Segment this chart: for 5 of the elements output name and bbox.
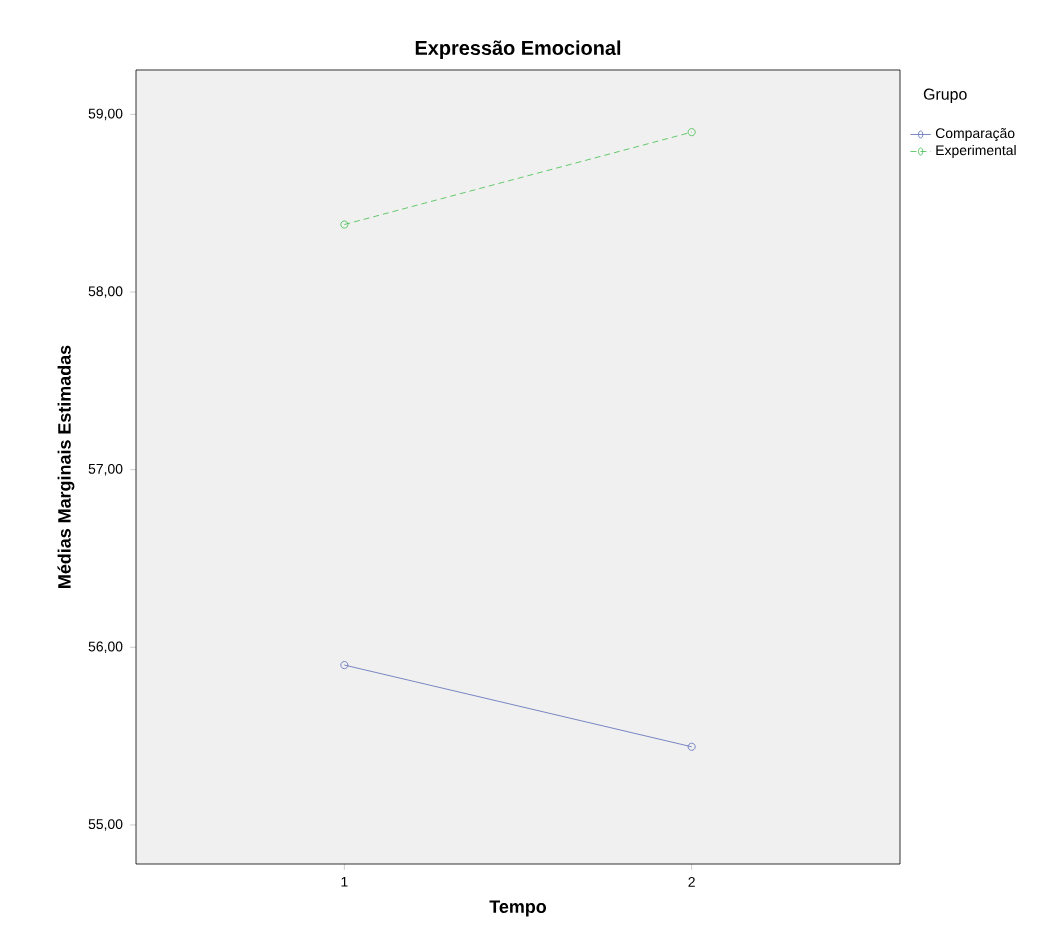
chart-title: Expressão Emocional xyxy=(415,40,621,59)
y-axis-title: Médias Marginais Estimadas xyxy=(57,345,75,588)
point xyxy=(340,220,349,229)
point xyxy=(687,128,696,137)
x-axis-title: Tempo xyxy=(489,900,547,917)
